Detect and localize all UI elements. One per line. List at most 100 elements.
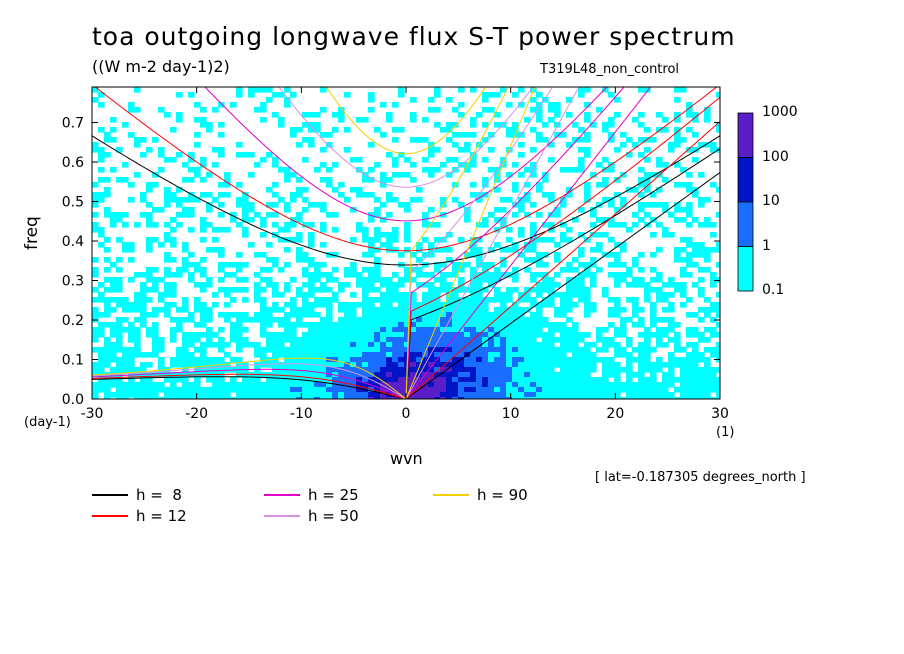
field-cell — [560, 387, 567, 393]
field-cell — [158, 307, 165, 313]
field-cell — [350, 347, 357, 353]
field-cell — [704, 247, 711, 253]
field-cell — [170, 197, 177, 203]
field-cell — [584, 367, 591, 373]
field-cell — [614, 207, 621, 213]
field-cell — [146, 297, 153, 303]
field-cell — [554, 357, 561, 363]
field-cell — [584, 347, 591, 353]
field-cell — [464, 337, 471, 343]
field-cell — [266, 332, 273, 338]
field-cell — [254, 352, 261, 358]
field-cell — [368, 337, 375, 343]
field-cell — [692, 377, 699, 383]
field-cell — [650, 232, 657, 238]
field-cell — [470, 117, 477, 123]
field-cell — [716, 212, 720, 218]
field-cell — [530, 372, 537, 378]
field-cell — [134, 327, 141, 333]
field-cell — [128, 362, 135, 368]
field-cell — [356, 117, 363, 123]
field-cell — [350, 342, 357, 348]
field-cell — [680, 217, 687, 223]
field-cell — [452, 347, 459, 353]
field-cell — [668, 372, 675, 378]
field-cell — [386, 382, 393, 388]
field-cell — [104, 397, 111, 399]
legend-swatch — [92, 494, 128, 496]
field-cell — [710, 352, 717, 358]
field-cell — [344, 92, 351, 98]
field-cell — [266, 312, 273, 318]
field-cell — [410, 367, 417, 373]
field-cell — [476, 262, 483, 268]
field-cell — [434, 237, 441, 243]
field-cell — [482, 322, 489, 328]
field-cell — [224, 262, 231, 268]
field-cell — [704, 117, 711, 123]
field-cell — [422, 392, 429, 398]
field-cell — [620, 277, 627, 283]
field-cell — [236, 342, 243, 348]
field-cell — [512, 302, 519, 308]
field-cell — [602, 182, 609, 188]
field-cell — [308, 307, 315, 313]
field-cell — [296, 382, 303, 388]
field-cell — [188, 362, 195, 368]
field-cell — [524, 167, 531, 173]
field-cell — [470, 307, 477, 313]
field-cell — [524, 392, 531, 398]
field-cell — [302, 397, 309, 399]
field-cell — [536, 182, 543, 188]
field-cell — [500, 327, 507, 333]
field-cell — [662, 227, 669, 233]
colorbar-label: 0.1 — [762, 282, 785, 298]
field-cell — [614, 392, 621, 398]
field-cell — [338, 327, 345, 333]
field-cell — [104, 322, 111, 328]
field-cell — [194, 382, 201, 388]
field-cell — [668, 377, 675, 383]
field-cell — [566, 237, 573, 243]
field-cell — [398, 352, 405, 358]
field-cell — [314, 127, 321, 133]
field-cell — [164, 232, 171, 238]
field-cell — [92, 272, 99, 278]
field-cell — [614, 397, 621, 399]
field-cell — [644, 382, 651, 388]
field-cell — [416, 322, 423, 328]
field-cell — [710, 142, 717, 148]
field-cell — [698, 392, 705, 398]
field-cell — [122, 392, 129, 398]
field-cell — [620, 197, 627, 203]
field-cell — [674, 332, 681, 338]
field-cell — [230, 327, 237, 333]
field-cell — [128, 382, 135, 388]
field-cell — [332, 342, 339, 348]
field-cell — [200, 162, 207, 168]
field-cell — [584, 297, 591, 303]
field-cell — [350, 332, 357, 338]
field-cell — [620, 222, 627, 228]
field-cell — [314, 262, 321, 268]
field-cell — [716, 122, 720, 128]
field-cell — [464, 287, 471, 293]
field-cell — [470, 277, 477, 283]
field-cell — [584, 147, 591, 153]
field-cell — [224, 287, 231, 293]
field-cell — [200, 397, 207, 399]
field-cell — [122, 222, 129, 228]
field-cell — [584, 382, 591, 388]
field-cell — [188, 397, 195, 399]
field-cell — [566, 347, 573, 353]
field-cell — [476, 297, 483, 303]
field-cell — [692, 352, 699, 358]
field-cell — [602, 87, 609, 93]
field-cell — [710, 367, 717, 373]
field-cell — [560, 382, 567, 388]
field-cell — [434, 317, 441, 323]
field-cell — [536, 392, 543, 398]
field-cell — [374, 207, 381, 213]
field-cell — [446, 172, 453, 178]
field-cell — [224, 172, 231, 178]
